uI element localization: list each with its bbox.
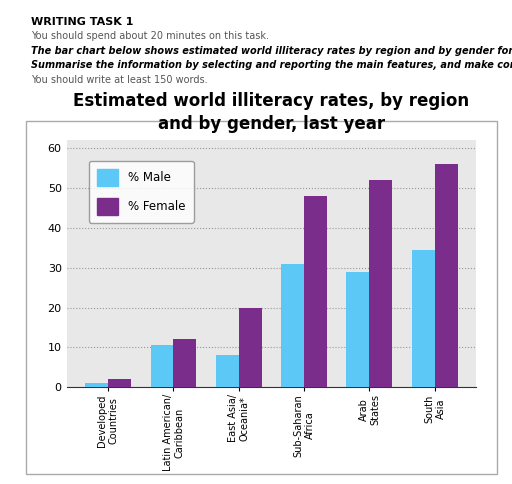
Text: You should write at least 150 words.: You should write at least 150 words.	[31, 75, 207, 85]
Bar	[151, 346, 174, 387]
Bar	[216, 355, 239, 387]
Text: Summarise the information by selecting and reporting the main features, and make: Summarise the information by selecting a…	[31, 60, 512, 71]
Bar	[239, 307, 262, 387]
Bar	[108, 379, 131, 387]
Bar	[174, 339, 196, 387]
Bar	[412, 250, 435, 387]
Bar	[85, 383, 108, 387]
Bar	[435, 164, 458, 387]
Title: Estimated world illiteracy rates, by region
and by gender, last year: Estimated world illiteracy rates, by reg…	[73, 91, 470, 133]
Bar	[281, 264, 304, 387]
Bar	[347, 272, 369, 387]
Bar	[369, 180, 392, 387]
Bar	[304, 196, 327, 387]
Text: The bar chart below shows estimated world illiteracy rates by region and by gend: The bar chart below shows estimated worl…	[31, 46, 512, 56]
Text: You should spend about 20 minutes on this task.: You should spend about 20 minutes on thi…	[31, 31, 269, 42]
Text: WRITING TASK 1: WRITING TASK 1	[31, 17, 133, 27]
Legend: % Male, % Female: % Male, % Female	[89, 161, 194, 223]
